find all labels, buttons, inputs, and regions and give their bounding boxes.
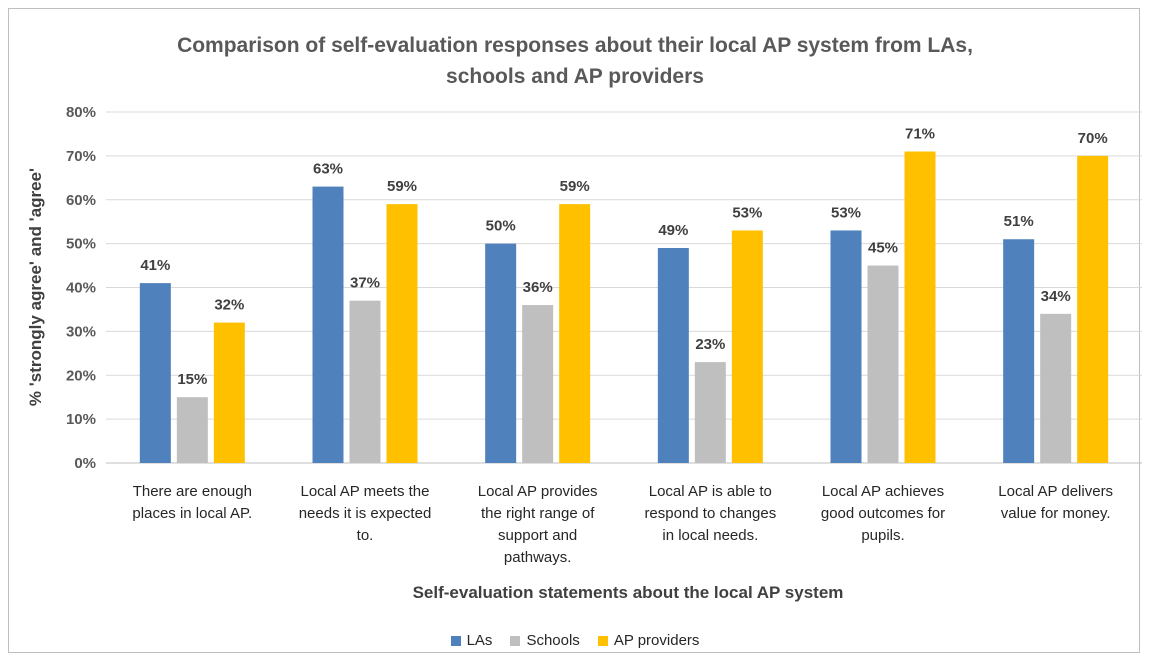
bar-las bbox=[139, 283, 171, 463]
y-tick-label: 60% bbox=[66, 192, 96, 209]
y-tick-label: 20% bbox=[66, 367, 96, 384]
data-label: 53% bbox=[732, 204, 762, 221]
chart-title-line-2: schools and AP providers bbox=[446, 65, 704, 88]
x-category-label: places in local AP. bbox=[132, 505, 252, 522]
data-label: 49% bbox=[658, 222, 688, 239]
bar-schools bbox=[176, 397, 208, 463]
chart-legend: LAs Schools AP providers bbox=[0, 632, 1150, 649]
x-category-label: Local AP meets the bbox=[301, 483, 430, 500]
data-label: 34% bbox=[1041, 288, 1071, 305]
y-tick-label: 80% bbox=[66, 104, 96, 121]
legend-swatch bbox=[450, 635, 461, 646]
x-category-label: There are enough bbox=[133, 483, 252, 500]
bar-schools bbox=[522, 305, 554, 463]
bar-schools bbox=[1040, 313, 1072, 463]
data-label: 23% bbox=[695, 336, 725, 353]
legend-item: LAs bbox=[450, 632, 493, 649]
x-category-label: pathways. bbox=[504, 549, 572, 566]
data-label: 51% bbox=[1004, 213, 1034, 230]
bar-ap-providers bbox=[213, 322, 245, 463]
data-label: 32% bbox=[214, 297, 244, 314]
chart-title-line-1: Comparison of self-evaluation responses … bbox=[177, 34, 973, 57]
data-label: 37% bbox=[350, 275, 380, 292]
data-label: 63% bbox=[313, 161, 343, 178]
legend-swatch bbox=[510, 635, 521, 646]
x-category-label: in local needs. bbox=[662, 527, 758, 544]
bar-ap-providers bbox=[1077, 155, 1109, 463]
x-category-label: Local AP delivers bbox=[998, 483, 1113, 500]
x-category-label: the right range of bbox=[481, 505, 595, 522]
bar-ap-providers bbox=[904, 151, 936, 464]
bar-las bbox=[1003, 239, 1035, 463]
legend-item: Schools bbox=[510, 632, 580, 649]
data-label: 59% bbox=[560, 178, 590, 195]
x-category-label: to. bbox=[357, 527, 374, 544]
x-category-label: Local AP achieves bbox=[822, 483, 944, 500]
x-category-label: pupils. bbox=[861, 527, 904, 544]
bar-ap-providers bbox=[731, 230, 763, 463]
bar-schools bbox=[694, 362, 726, 463]
data-label: 15% bbox=[177, 371, 207, 388]
data-label: 36% bbox=[523, 279, 553, 296]
x-category-label: Local AP provides bbox=[478, 483, 598, 500]
data-label: 50% bbox=[486, 218, 516, 235]
y-axis-title: % 'strongly agree' and 'agree' bbox=[26, 168, 45, 406]
y-tick-label: 50% bbox=[66, 236, 96, 253]
data-label: 53% bbox=[831, 204, 861, 221]
bar-las bbox=[312, 186, 344, 463]
chart-title: Comparison of self-evaluation responses … bbox=[0, 30, 1150, 92]
data-label: 70% bbox=[1078, 130, 1108, 147]
legend-label: LAs bbox=[466, 632, 493, 649]
data-label: 45% bbox=[868, 240, 898, 257]
data-label: 59% bbox=[387, 178, 417, 195]
legend-label: AP providers bbox=[613, 632, 700, 649]
bar-schools bbox=[867, 265, 899, 463]
legend-swatch bbox=[597, 635, 608, 646]
data-label: 71% bbox=[905, 125, 935, 142]
bar-ap-providers bbox=[559, 204, 591, 463]
x-category-label: respond to changes bbox=[644, 505, 776, 522]
bar-las bbox=[657, 248, 689, 463]
y-tick-label: 0% bbox=[74, 455, 96, 472]
bar-las bbox=[830, 230, 862, 463]
data-label: 41% bbox=[140, 257, 170, 274]
bar-schools bbox=[349, 300, 381, 463]
y-tick-label: 30% bbox=[66, 323, 96, 340]
x-axis-title: Self-evaluation statements about the loc… bbox=[413, 583, 844, 602]
legend-label: Schools bbox=[526, 632, 580, 649]
bar-ap-providers bbox=[386, 204, 418, 463]
x-category-label: needs it is expected bbox=[299, 505, 432, 522]
y-tick-label: 10% bbox=[66, 411, 96, 428]
y-tick-label: 40% bbox=[66, 280, 96, 297]
bar-las bbox=[485, 243, 517, 463]
legend-item: AP providers bbox=[597, 632, 700, 649]
x-category-label: Local AP is able to bbox=[649, 483, 772, 500]
x-category-label: support and bbox=[498, 527, 577, 544]
y-tick-label: 70% bbox=[66, 148, 96, 165]
x-category-label: good outcomes for bbox=[821, 505, 945, 522]
x-category-label: value for money. bbox=[1001, 505, 1111, 522]
